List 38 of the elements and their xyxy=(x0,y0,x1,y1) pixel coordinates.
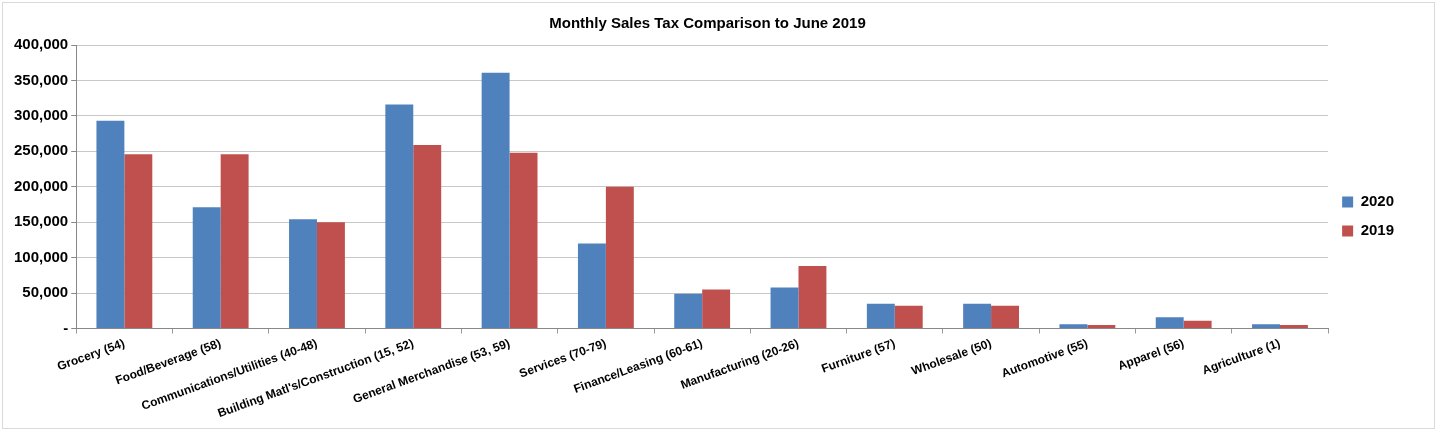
chart-title: Monthly Sales Tax Comparison to June 2019 xyxy=(549,14,866,32)
y-tick-label: 200,000 xyxy=(13,176,69,194)
y-tick-label: 400,000 xyxy=(13,35,69,53)
bar xyxy=(1279,324,1308,328)
bar xyxy=(316,222,345,328)
bar xyxy=(1059,324,1088,328)
legend-label: 2019 xyxy=(1360,221,1395,239)
y-tick-label: 100,000 xyxy=(13,247,69,265)
bar xyxy=(192,207,221,328)
bar xyxy=(413,144,442,328)
y-tick-label: - xyxy=(63,318,69,336)
bar xyxy=(605,186,634,328)
bar xyxy=(1155,317,1184,328)
bar xyxy=(1252,324,1280,328)
y-tick-label: 300,000 xyxy=(13,106,69,124)
bar xyxy=(385,104,414,328)
bar xyxy=(220,154,249,328)
bar xyxy=(702,289,731,328)
bar xyxy=(96,120,125,328)
bar xyxy=(124,154,153,328)
y-tick-label: 250,000 xyxy=(13,141,69,159)
bar xyxy=(894,305,923,328)
legend-label: 2020 xyxy=(1360,192,1395,210)
bar xyxy=(509,152,538,328)
bar xyxy=(1087,324,1116,328)
bar xyxy=(1183,320,1212,328)
y-tick-label: 150,000 xyxy=(13,212,69,230)
y-tick-label: 50,000 xyxy=(22,283,69,301)
bar xyxy=(866,303,895,328)
bar xyxy=(481,72,510,328)
bar xyxy=(674,293,703,328)
bar xyxy=(770,287,799,328)
bar xyxy=(289,219,317,328)
bar xyxy=(577,243,606,328)
bar xyxy=(798,266,827,328)
bar xyxy=(963,303,992,328)
bar xyxy=(991,305,1020,328)
y-tick-label: 350,000 xyxy=(13,70,69,88)
